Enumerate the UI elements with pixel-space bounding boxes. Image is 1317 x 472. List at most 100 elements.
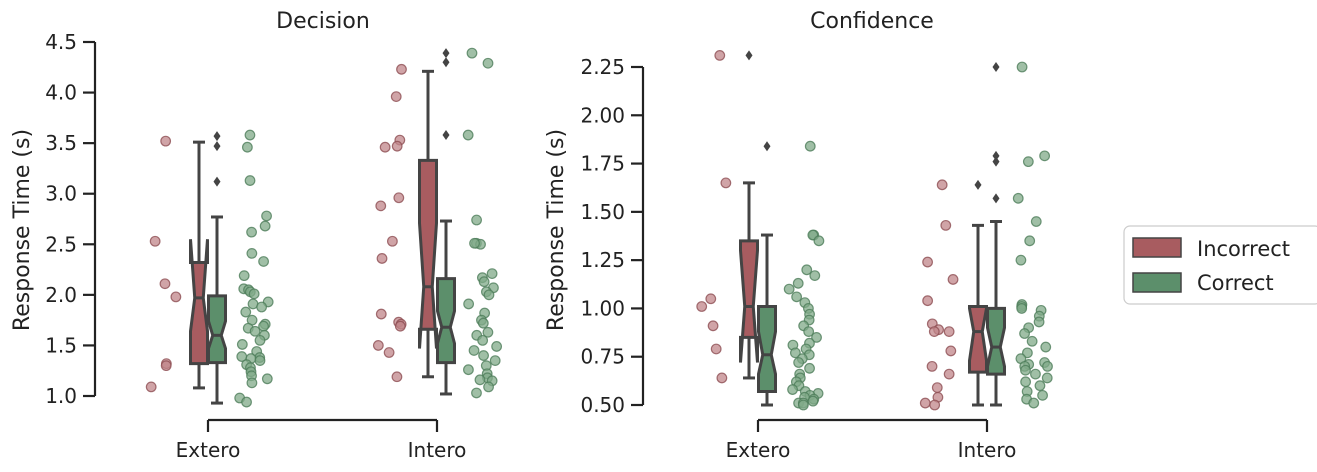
data-point-correct (811, 332, 822, 343)
y-tick-label: 1.75 (580, 152, 625, 176)
data-point-correct (241, 141, 253, 153)
data-point-correct (1019, 328, 1030, 339)
data-point-correct (1015, 254, 1027, 266)
box-incorrect-extero (739, 239, 759, 363)
data-point-incorrect (696, 301, 708, 312)
data-point-correct (478, 276, 490, 288)
data-point-correct (791, 291, 803, 303)
data-point-correct (1030, 216, 1042, 227)
legend-label-correct: Correct (1197, 271, 1274, 295)
data-point-incorrect (386, 235, 398, 247)
y-tick-label: 1.25 (580, 248, 625, 272)
data-point-correct (783, 283, 795, 295)
y-tick-label: 2.00 (580, 103, 625, 127)
outlier-marker (213, 176, 221, 187)
data-point-correct (792, 277, 804, 289)
outlier-marker (442, 130, 450, 141)
legend-label-incorrect: Incorrect (1197, 237, 1290, 261)
data-point-correct (482, 57, 494, 69)
outlier-marker (992, 150, 1000, 161)
outlier-marker (992, 193, 1000, 204)
confidence-y-axis-label: Response Time (s) (544, 129, 569, 331)
outlier-marker (213, 131, 221, 142)
data-point-correct (486, 268, 498, 280)
y-tick-label: 3.0 (45, 182, 77, 206)
decision-title: Decision (276, 9, 370, 34)
data-point-correct (258, 320, 269, 332)
y-tick-label: 3.5 (45, 131, 77, 155)
data-point-incorrect (160, 135, 172, 147)
data-point-incorrect (943, 368, 955, 380)
data-point-incorrect (390, 91, 402, 103)
confidence-y-ticks: 0.50 0.75 1.00 1.25 1.50 1.75 2.00 2.25 (580, 55, 643, 417)
data-point-correct (813, 235, 825, 247)
data-point-correct (793, 357, 805, 368)
outlier-marker (992, 62, 1000, 72)
data-point-correct (491, 341, 503, 352)
data-point-correct (240, 306, 252, 318)
data-point-correct (483, 289, 495, 301)
box-incorrect-extero (189, 239, 209, 366)
data-point-incorrect (947, 274, 959, 285)
data-point-correct (1016, 303, 1028, 314)
data-point-correct (1022, 156, 1034, 168)
confidence-panel: Confidence Response Time (s) 0.50 0.75 1.0… (544, 9, 1053, 462)
data-point-correct (801, 264, 813, 276)
data-point-correct (1039, 150, 1051, 162)
data-point-incorrect (376, 253, 388, 264)
data-point-incorrect (145, 381, 157, 393)
confidence-x-ticks: Extero Intero (726, 420, 1016, 462)
y-tick-label: 1.00 (580, 296, 625, 320)
data-point-correct (804, 140, 816, 152)
data-point-incorrect (707, 320, 719, 332)
data-point-incorrect (375, 200, 387, 212)
data-point-correct (789, 347, 801, 359)
data-point-incorrect (159, 278, 171, 290)
data-point-correct (478, 350, 489, 361)
decision-points (145, 47, 503, 408)
data-point-incorrect (931, 382, 943, 394)
y-tick-label: 0.75 (580, 345, 625, 369)
data-point-incorrect (720, 177, 732, 189)
outlier-marker (763, 141, 771, 152)
data-point-incorrect (372, 340, 384, 351)
data-point-incorrect (149, 235, 161, 247)
data-point-correct (1020, 364, 1031, 376)
data-point-correct (246, 226, 257, 238)
data-point-correct (1020, 376, 1032, 388)
confidence-points (696, 50, 1053, 411)
data-point-incorrect (919, 397, 931, 409)
data-point-correct (1037, 389, 1048, 401)
data-point-correct (804, 362, 815, 374)
y-tick-label: 1.50 (580, 200, 625, 224)
legend: Incorrect Correct (1123, 225, 1317, 305)
data-point-incorrect (160, 360, 172, 372)
decision-y-axis-label: Response Time (s) (10, 129, 35, 331)
decision-y-ticks: 1.0 1.5 2.0 2.5 3.0 3.5 4.0 4.5 (45, 30, 95, 408)
data-point-correct (261, 210, 272, 222)
data-point-incorrect (716, 372, 728, 384)
data-point-incorrect (922, 256, 933, 268)
data-point-correct (482, 326, 494, 338)
data-point-correct (1028, 397, 1040, 409)
data-point-incorrect (945, 345, 957, 357)
data-point-correct (236, 339, 248, 350)
data-point-incorrect (929, 399, 941, 411)
decision-x-ticks: Extero Intero (176, 420, 466, 462)
data-point-correct (241, 396, 252, 408)
y-tick-label: 4.0 (45, 81, 77, 105)
legend-swatch-incorrect (1132, 237, 1182, 258)
data-point-incorrect (710, 343, 722, 355)
data-point-incorrect (936, 179, 948, 191)
data-point-correct (807, 395, 819, 407)
data-point-incorrect (705, 293, 717, 305)
confidence-title: Confidence (810, 9, 934, 34)
data-point-correct (261, 373, 273, 385)
box-incorrect-intero (968, 304, 988, 374)
data-point-correct (483, 381, 494, 393)
data-point-incorrect (379, 141, 391, 153)
data-point-correct (477, 334, 489, 346)
data-point-correct (256, 301, 268, 313)
decision-panel: Decision Response Time (s) 1.0 1.5 2.0 2.5 3… (10, 9, 503, 462)
